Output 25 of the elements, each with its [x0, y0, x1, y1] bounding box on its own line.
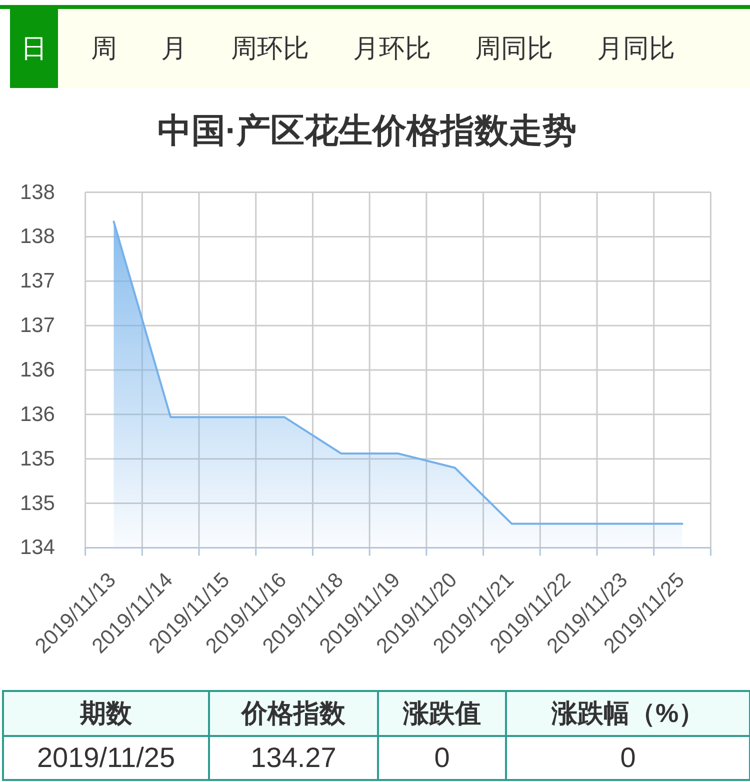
text: 0 [506, 736, 750, 780]
text: 涨跌值 [378, 691, 506, 736]
text: 月同比 [596, 32, 676, 65]
y-tick-label: 138 [20, 225, 55, 248]
y-tick-label: 136 [20, 358, 55, 382]
y-tick-label: 135 [20, 447, 55, 470]
text: 2019/11/25 [3, 736, 209, 780]
y-tick-label: 137 [20, 270, 55, 293]
y-tick-label: 137 [20, 314, 55, 338]
title: 中国·产区花生价格指数走势 [157, 112, 577, 150]
text: 期数 [3, 691, 209, 736]
text: 月环比 [352, 32, 432, 65]
y-tick-label: 134 [20, 536, 55, 560]
text: 0 [378, 736, 506, 780]
text: 134.27 [209, 736, 378, 780]
y-tick-label: 135 [20, 492, 55, 515]
text: 月 [160, 32, 188, 65]
y-tick-label: 136 [20, 402, 55, 426]
y-tick-label: 138 [20, 180, 55, 204]
text: 周 [90, 32, 118, 65]
text: 价格指数 [209, 691, 378, 736]
text: 日 [10, 9, 58, 88]
text: 涨跌幅（%） [506, 691, 750, 736]
text: 周同比 [474, 32, 554, 65]
text: 周环比 [230, 32, 310, 65]
